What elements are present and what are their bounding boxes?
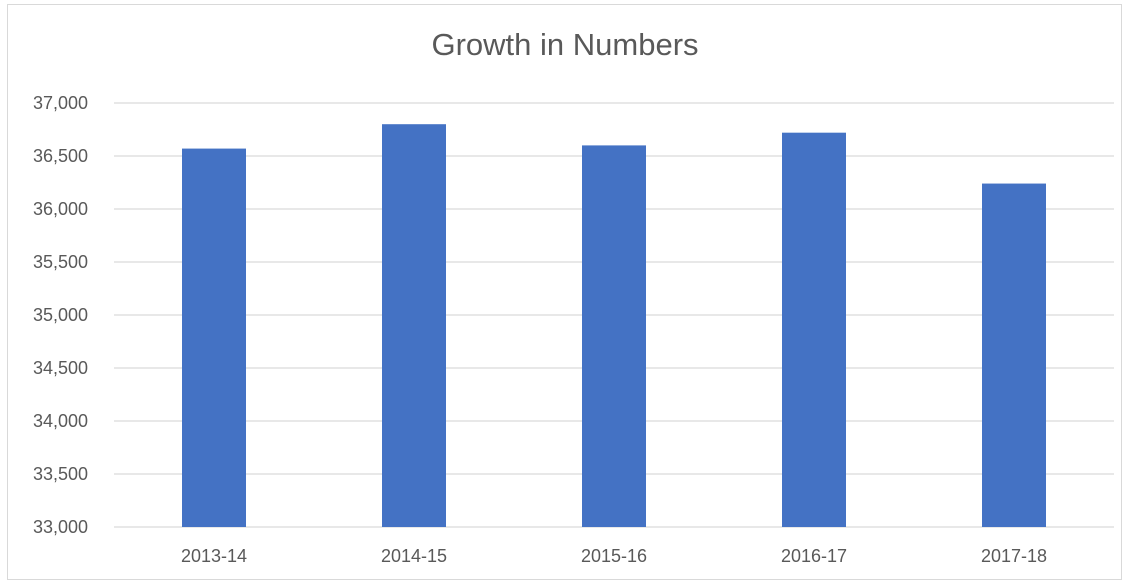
bar <box>782 132 846 527</box>
y-tick-label: 34,000 <box>33 411 88 431</box>
bar <box>382 124 446 527</box>
y-tick-label: 36,500 <box>33 146 88 166</box>
y-tick-label: 35,000 <box>33 305 88 325</box>
x-axis-ticks: 2013-14 2014-15 2015-16 2016-17 2017-18 <box>181 546 1047 566</box>
bars <box>182 124 1046 527</box>
x-tick-label: 2017-18 <box>981 546 1047 566</box>
x-tick-label: 2015-16 <box>581 546 647 566</box>
bar <box>982 183 1046 527</box>
bar <box>582 145 646 527</box>
y-tick-label: 33,000 <box>33 517 88 537</box>
x-tick-label: 2013-14 <box>181 546 247 566</box>
y-tick-label: 33,500 <box>33 464 88 484</box>
y-axis-ticks: 33,000 33,500 34,000 34,500 35,000 35,500 36,0… <box>33 93 88 537</box>
x-tick-label: 2014-15 <box>381 546 447 566</box>
y-tick-label: 34,500 <box>33 358 88 378</box>
bar <box>182 148 246 527</box>
y-tick-label: 36,000 <box>33 199 88 219</box>
y-tick-label: 35,500 <box>33 252 88 272</box>
chart-title: Growth in Numbers <box>431 27 699 62</box>
y-tick-label: 37,000 <box>33 93 88 113</box>
x-tick-label: 2016-17 <box>781 546 847 566</box>
